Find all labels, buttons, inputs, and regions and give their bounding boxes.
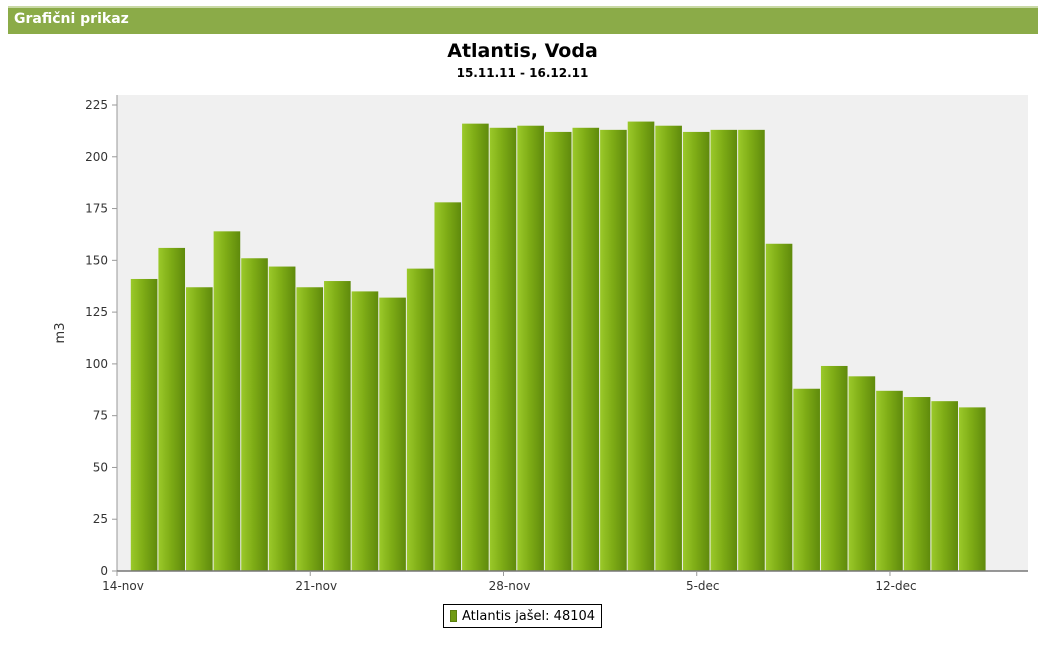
y-tick-label: 100 [85,357,108,371]
y-tick-label: 175 [85,202,108,216]
bar [765,243,793,571]
bar [434,202,462,571]
bar [268,266,296,571]
legend: Atlantis jašel: 48104 [443,604,603,628]
bar [793,388,820,571]
y-tick-label: 125 [85,305,108,319]
bar [544,131,572,572]
bar [931,401,958,571]
bar [710,129,738,571]
bar-chart: 0 25 50 75 100 125 150 175 200 225 14-nov 21-nov 28… [53,95,1028,593]
bar [158,247,186,571]
bar [462,123,489,571]
legend-label: Atlantis jašel: 48104 [462,608,596,624]
bar [241,258,268,571]
bar [379,297,406,571]
bar [517,125,544,572]
y-tick-label: 225 [85,98,108,112]
bar [876,390,903,571]
x-tick-label: 14-nov [102,579,144,593]
y-tick-label: 50 [93,460,108,474]
panel-header: Grafični prikaz [8,6,1038,34]
bar [958,407,986,571]
bar [296,287,324,571]
bar [738,129,765,571]
y-tick-label: 150 [85,253,108,267]
bar [406,268,434,571]
bar [682,131,710,572]
x-tick-label: 21-nov [295,579,337,593]
y-axis: 0 25 50 75 100 125 150 175 200 225 [85,95,118,578]
y-axis-label: m3 [53,323,68,344]
chart-title: Atlantis, Voda [447,40,598,62]
bar [848,376,876,571]
x-axis: 14-nov 21-nov 28-nov 5-dec 12-dec [102,570,1028,593]
y-tick-label: 25 [93,512,108,526]
bar [213,231,241,571]
y-tick-label: 0 [100,564,108,578]
bar [324,281,351,571]
bar [351,291,379,571]
bar [903,397,931,571]
bar [572,127,600,571]
bar [627,121,655,571]
y-tick-label: 200 [85,150,108,164]
x-tick-label: 28-nov [489,579,531,593]
bar [655,125,682,572]
legend-swatch [450,610,457,622]
bar [130,278,158,571]
bars [130,121,986,572]
panel-title: Grafični prikaz [14,11,129,27]
bar [489,127,517,571]
x-tick-label: 5-dec [686,579,720,593]
bar [600,129,627,571]
chart-subtitle: 15.11.11 - 16.12.11 [456,66,589,80]
x-tick-label: 12-dec [875,579,916,593]
bar [820,365,848,571]
y-tick-label: 75 [93,409,108,423]
bar [186,287,213,571]
